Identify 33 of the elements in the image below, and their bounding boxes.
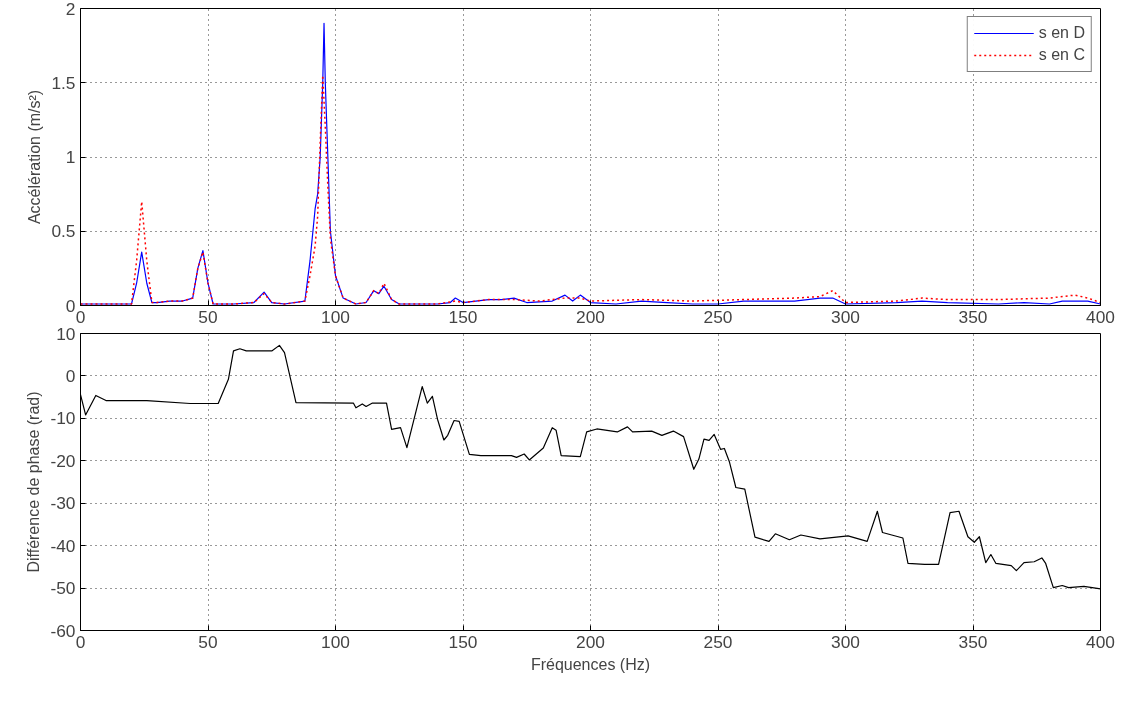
legend-label: s en C [1038, 46, 1085, 64]
x-tick-label: 400 [1086, 306, 1115, 327]
x-tick-label: 150 [448, 306, 478, 327]
x-tick-label: 400 [1086, 631, 1115, 652]
y-tick-label: -50 [50, 578, 76, 599]
x-tick-label: 300 [831, 631, 860, 652]
x-tick-label: 300 [831, 306, 860, 327]
y-tick-label: -20 [50, 450, 76, 471]
x-tick-label: 200 [576, 631, 605, 652]
y-axis-title: Accélération (m/s²) [26, 89, 44, 225]
x-tick-label: 350 [958, 306, 988, 327]
x-tick-label: 150 [448, 631, 478, 652]
x-tick-label: 100 [321, 631, 350, 652]
y-tick-label: 0.5 [51, 221, 76, 242]
x-tick-label: 200 [576, 306, 605, 327]
y-tick-label: 1 [65, 147, 76, 167]
y-tick-label: 0 [65, 365, 76, 386]
x-tick-label: 350 [958, 631, 988, 652]
x-tick-label: 250 [703, 631, 733, 652]
y-tick-label: -40 [50, 535, 76, 556]
x-tick-label: 250 [703, 306, 733, 327]
y-tick-label: 10 [56, 323, 76, 344]
y-tick-label: 1.5 [51, 72, 76, 93]
x-axis-title: Fréquences (Hz) [530, 655, 651, 673]
y-tick-label: -60 [50, 620, 76, 641]
x-tick-label: 50 [198, 306, 218, 327]
x-tick-label: 100 [321, 306, 350, 327]
y-tick-label: 2 [65, 0, 76, 19]
x-tick-label: 50 [198, 631, 218, 652]
y-tick-label: -10 [50, 408, 76, 429]
y-axis-title: Différence de phase (rad) [25, 391, 43, 573]
legend-label: s en D [1038, 24, 1085, 42]
y-tick-label: -30 [50, 493, 76, 514]
